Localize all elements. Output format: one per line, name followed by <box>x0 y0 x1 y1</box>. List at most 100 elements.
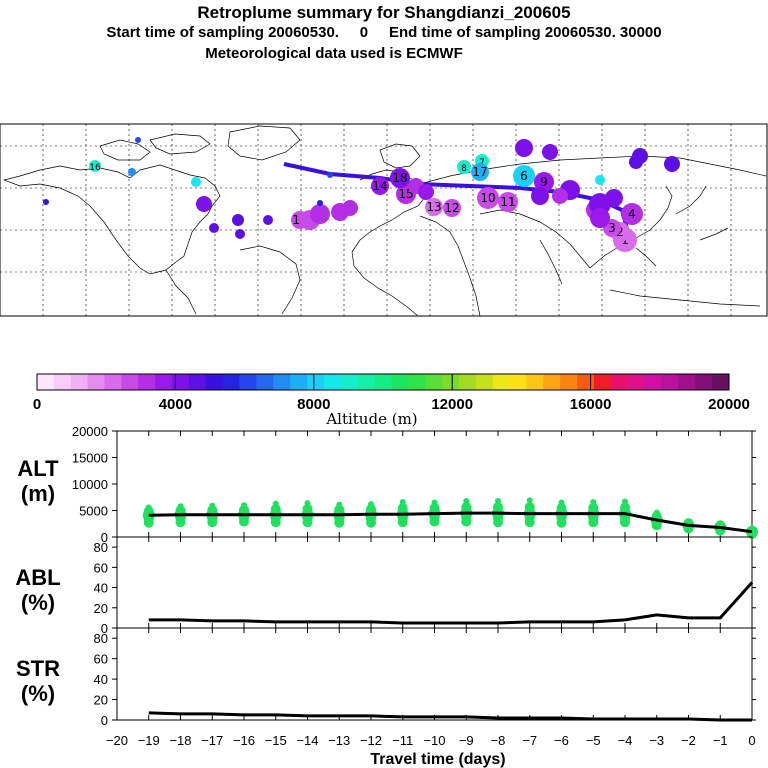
plume-number-label: 4 <box>628 207 636 221</box>
plume-number-label: 7 <box>479 158 485 168</box>
x-tick-label: −9 <box>459 733 474 748</box>
plume-circle <box>310 204 330 224</box>
y-tick-label: 10000 <box>72 477 108 492</box>
panel-unit-label: (%) <box>21 681 55 706</box>
colorbar-swatch <box>425 374 443 390</box>
y-tick-label: 5000 <box>79 504 108 519</box>
colorbar-swatch <box>138 374 156 390</box>
x-tick-label: −17 <box>201 733 223 748</box>
altitude-spread-point <box>399 499 406 506</box>
colorbar-swatch <box>627 374 646 390</box>
meteorological-data-line: Meteorological data used is ECMWF <box>205 45 463 62</box>
altitude-spread-point <box>207 505 218 516</box>
colorbar-swatch <box>273 374 291 390</box>
plume-circle <box>498 192 518 212</box>
x-tick-label: −16 <box>233 733 255 748</box>
altitude-spread-point <box>272 500 279 507</box>
colorbar-tick-label: 12000 <box>431 396 473 413</box>
altitude-spread-point <box>622 498 628 505</box>
x-tick-label: 0 <box>748 733 755 748</box>
altitude-spread-point <box>588 502 599 513</box>
x-tick-label: −19 <box>138 733 160 748</box>
colorbar-swatch <box>442 374 460 390</box>
plume-circle <box>425 198 443 216</box>
altitude-spread-point <box>431 499 438 506</box>
altitude-spread-point <box>302 503 313 514</box>
y-tick-label: 80 <box>94 631 108 646</box>
plume-circle <box>418 184 434 200</box>
altitude-spread-point <box>558 499 565 506</box>
x-tick-label: −20 <box>106 733 128 748</box>
colorbar-tick-label: 16000 <box>570 396 612 413</box>
colorbar-swatch <box>560 374 578 390</box>
colorbar-swatch <box>205 374 224 390</box>
plume-circle <box>471 163 489 181</box>
colorbar-swatch <box>239 374 257 390</box>
panel-str: 80 60 40 20 0 STR(%) <box>16 627 756 728</box>
plume-number-label: 14 <box>372 179 387 193</box>
altitude-spread-point <box>336 501 343 508</box>
plume-number-label: 18 <box>392 171 407 185</box>
sampling-time-line: Start time of sampling 20060530. 0 End t… <box>106 24 662 41</box>
colorbar-swatch <box>172 374 190 390</box>
x-tick-label: −11 <box>392 733 413 748</box>
colorbar-swatch <box>492 374 511 390</box>
colorbar-swatch <box>307 374 325 390</box>
altitude-spread-point <box>209 502 216 509</box>
plume-circle <box>515 139 533 157</box>
plume-circle <box>621 203 643 225</box>
plume-number-label: 16 <box>89 163 101 173</box>
altitude-spread-point <box>334 504 345 515</box>
y-tick-label: 80 <box>94 540 108 555</box>
plume-circle <box>263 215 273 225</box>
colorbar-swatch <box>70 374 89 390</box>
x-tick-label: −18 <box>169 733 191 748</box>
series-line-abl <box>148 581 754 625</box>
plume-circle <box>390 168 410 188</box>
plume-markers: 12345678910111213141516171819 <box>43 137 680 252</box>
altitude-spread-point <box>145 504 152 511</box>
altitude-spread-point <box>463 497 470 504</box>
x-axis-ticks: −20 −19 −18 −17 −16 −15 −14 −13 −12 −11 −10 −9 −8 −7−… <box>106 733 756 748</box>
altitude-spread-point <box>653 509 660 516</box>
panel-alt: 20000 15000 10000 5000 0 ALT(m) <box>17 424 758 545</box>
altitude-spread-point <box>620 502 630 513</box>
colorbar-swatch <box>256 374 274 390</box>
plume-circle <box>235 229 245 239</box>
y-tick-label: 60 <box>94 652 108 667</box>
map-frame <box>0 123 768 317</box>
plume-circle <box>534 172 554 192</box>
altitude-spread-point <box>556 503 567 514</box>
altitude-spread-point <box>270 504 281 515</box>
colorbar-swatch <box>374 374 392 390</box>
y-tick-label: 20000 <box>72 424 108 439</box>
colorbar-label: Altitude (m) <box>325 410 417 428</box>
plume-number-label: 9 <box>540 175 548 189</box>
altitude-spread-point <box>495 497 501 504</box>
colorbar-swatch <box>408 374 426 390</box>
time-series-panels: 20000150001000050000ALT(m)806040200ABL(%… <box>15 424 758 748</box>
altitude-spread-point <box>717 520 724 527</box>
plume-circle <box>191 177 201 187</box>
y-tick-label: 20 <box>94 601 108 616</box>
colorbar-tick-label: 8000 <box>297 396 330 413</box>
plume-number-label: 11 <box>500 195 515 209</box>
plume-circle <box>196 196 212 212</box>
plume-circle <box>443 199 461 217</box>
y-tick-label: 60 <box>94 560 108 575</box>
plume-number-label: 8 <box>461 164 467 174</box>
colorbar-swatch <box>475 374 494 390</box>
plume-circle <box>128 168 136 176</box>
colorbar-swatch <box>340 374 359 390</box>
altitude-spread-point <box>526 497 533 504</box>
altitude-spread-point <box>493 502 503 513</box>
plume-number-label: 17 <box>472 165 487 179</box>
plume-circle <box>629 155 643 169</box>
plume-circle <box>89 160 101 172</box>
altitude-colorbar: 0 4000 8000 12000 16000 20000 Altitude (m) <box>33 373 750 428</box>
plume-number-label: 13 <box>426 200 441 214</box>
x-tick-label: −13 <box>328 733 350 748</box>
plume-circle <box>590 208 610 228</box>
colorbar-swatch <box>661 374 679 390</box>
altitude-spread-point <box>241 502 247 509</box>
